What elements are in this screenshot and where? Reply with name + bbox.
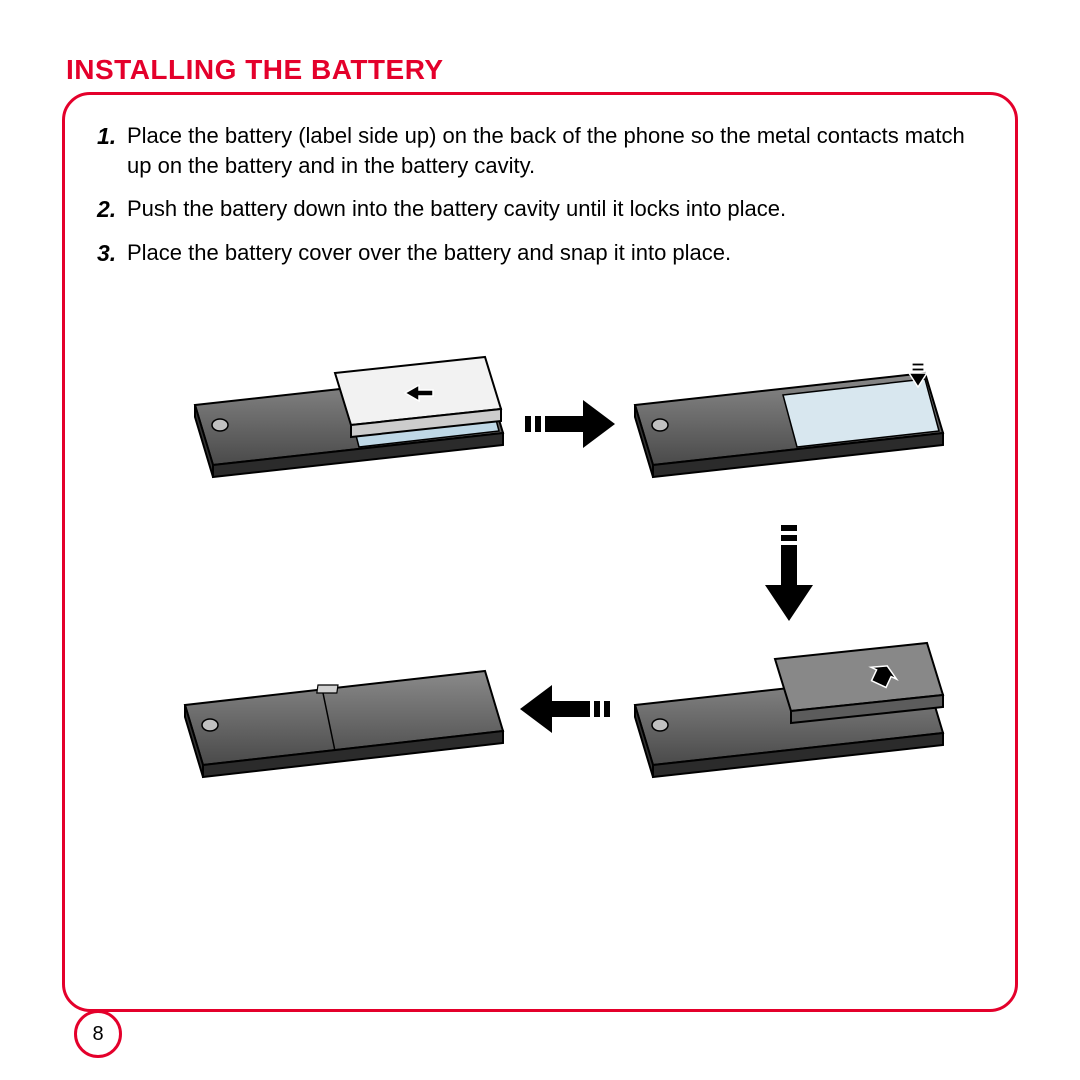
- step-item: 3. Place the battery cover over the batt…: [127, 238, 981, 268]
- diagram-area: [125, 345, 955, 979]
- flow-arrow-right-icon: [525, 400, 615, 448]
- illustration-closed: [175, 635, 515, 805]
- illustration-battery-seated: [625, 345, 955, 515]
- step-text: Place the battery (label side up) on the…: [127, 123, 965, 178]
- page-number-badge: 8: [74, 1010, 122, 1058]
- step-item: 1. Place the battery (label side up) on …: [127, 121, 981, 180]
- step-list: 1. Place the battery (label side up) on …: [99, 121, 981, 268]
- step-number: 2.: [97, 194, 116, 225]
- flow-arrow-left-icon: [520, 685, 610, 733]
- step-number: 3.: [97, 238, 116, 269]
- content-frame: 1. Place the battery (label side up) on …: [62, 92, 1018, 1012]
- step-item: 2. Push the battery down into the batter…: [127, 194, 981, 224]
- step-text: Push the battery down into the battery c…: [127, 196, 786, 221]
- manual-page: INSTALLING THE BATTERY 1. Place the batt…: [0, 0, 1080, 1080]
- illustration-cover-on: [625, 635, 955, 805]
- flow-arrow-down-icon: [765, 525, 813, 621]
- step-number: 1.: [97, 121, 116, 152]
- page-number: 8: [92, 1023, 103, 1046]
- illustration-battery-insert: [185, 345, 515, 515]
- section-title: INSTALLING THE BATTERY: [66, 54, 1018, 86]
- step-text: Place the battery cover over the battery…: [127, 240, 731, 265]
